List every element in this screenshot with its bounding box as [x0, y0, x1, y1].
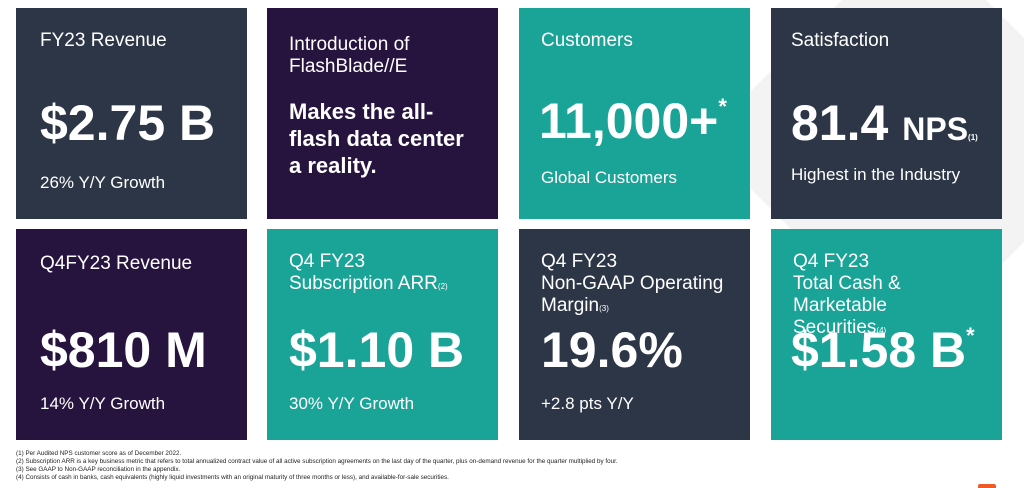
footnote-2: (2) Subscription ARR is a key business m…: [16, 458, 618, 465]
tile-title-line3: Margin(3): [541, 295, 726, 320]
tile-title-line1: Q4 FY23: [541, 251, 618, 272]
tile-satisfaction: Satisfaction 81.4 NPS(1) Highest in the …: [771, 8, 1002, 219]
nps-value: 81.4: [791, 95, 889, 151]
nps-unit: NPS: [902, 111, 969, 147]
tile-subtext: Global Customers: [541, 168, 678, 187]
footnote-ref: (3): [599, 304, 609, 313]
tile-value: 19.6%: [541, 322, 683, 378]
footnote-ref: (1): [968, 133, 978, 142]
tile-subtext: 14% Y/Y Growth: [40, 394, 166, 413]
tile-title-line2: Subscription ARR(2): [289, 273, 474, 298]
tile-title: FY23 Revenue: [40, 30, 167, 51]
tile-title: Satisfaction: [791, 30, 890, 51]
tile-flashblade: Introduction of FlashBlade//E Makes the …: [267, 8, 498, 219]
tile-cash: Q4 FY23 Total Cash & Marketable Securiti…: [771, 229, 1002, 440]
footnote-3: (3) See GAAP to Non-GAAP reconciliation …: [16, 466, 181, 473]
footnote-ref: (2): [437, 282, 448, 291]
tile-value: $1.58 B*: [791, 322, 975, 378]
tile-title: Q4FY23 Revenue: [40, 253, 193, 274]
brand-mark: [978, 484, 996, 488]
footnote-1: (1) Per Audited NPS customer score as of…: [16, 450, 182, 457]
footnotes: (1) Per Audited NPS customer score as of…: [16, 450, 916, 482]
tile-subtext: 26% Y/Y Growth: [40, 173, 166, 192]
title-text: Margin: [541, 295, 600, 316]
tile-title-line3: Securities(4): [793, 317, 978, 342]
title-text: Securities: [793, 317, 877, 338]
tile-subtext: Highest in the Industry: [791, 165, 961, 184]
footnote-4: (4) Consists of cash in banks, cash equi…: [16, 474, 449, 481]
tile-title: Customers: [541, 30, 633, 51]
tile-subtext: 30% Y/Y Growth: [289, 394, 415, 413]
tile-subscription-arr: Q4 FY23 Subscription ARR(2) $1.10 B 30% …: [267, 229, 498, 440]
tile-operating-margin: Q4 FY23 Non-GAAP Operating Margin(3) 19.…: [519, 229, 750, 440]
tile-q4-revenue: Q4FY23 Revenue $810 M 14% Y/Y Growth: [16, 229, 247, 440]
tile-value: 11,000+*: [539, 93, 727, 149]
cash-value: $1.58 B: [791, 322, 967, 378]
tile-subtext: +2.8 pts Y/Y: [541, 394, 634, 413]
tile-fy23-revenue: FY23 Revenue $2.75 B 26% Y/Y Growth: [16, 8, 247, 219]
tile-title-line1: Introduction of: [289, 34, 410, 55]
tile-value: $1.10 B: [289, 322, 465, 378]
tile-body-line3: a reality.: [289, 153, 377, 178]
tile-body-line1: Makes the all-: [289, 99, 434, 124]
tile-title-line2: FlashBlade//E: [289, 56, 408, 77]
customers-value: 11,000+: [539, 93, 719, 149]
tile-value: 81.4 NPS(1): [791, 98, 978, 163]
title-text: Subscription ARR: [289, 273, 438, 294]
tile-title-line2: Non-GAAP Operating: [541, 273, 724, 294]
asterisk-marker: *: [718, 94, 727, 119]
tile-customers: Customers 11,000+* Global Customers: [519, 8, 750, 219]
tile-title-line1: Q4 FY23: [793, 251, 870, 272]
asterisk-marker: *: [966, 323, 975, 348]
tile-value: $810 M: [40, 322, 207, 378]
tile-body-line2: flash data center: [289, 126, 464, 151]
footnote-ref: (4): [876, 326, 887, 335]
tile-value: $2.75 B: [40, 95, 216, 151]
tile-title-line2: Total Cash & Marketable: [793, 273, 901, 316]
tile-title-line1: Q4 FY23: [289, 251, 366, 272]
